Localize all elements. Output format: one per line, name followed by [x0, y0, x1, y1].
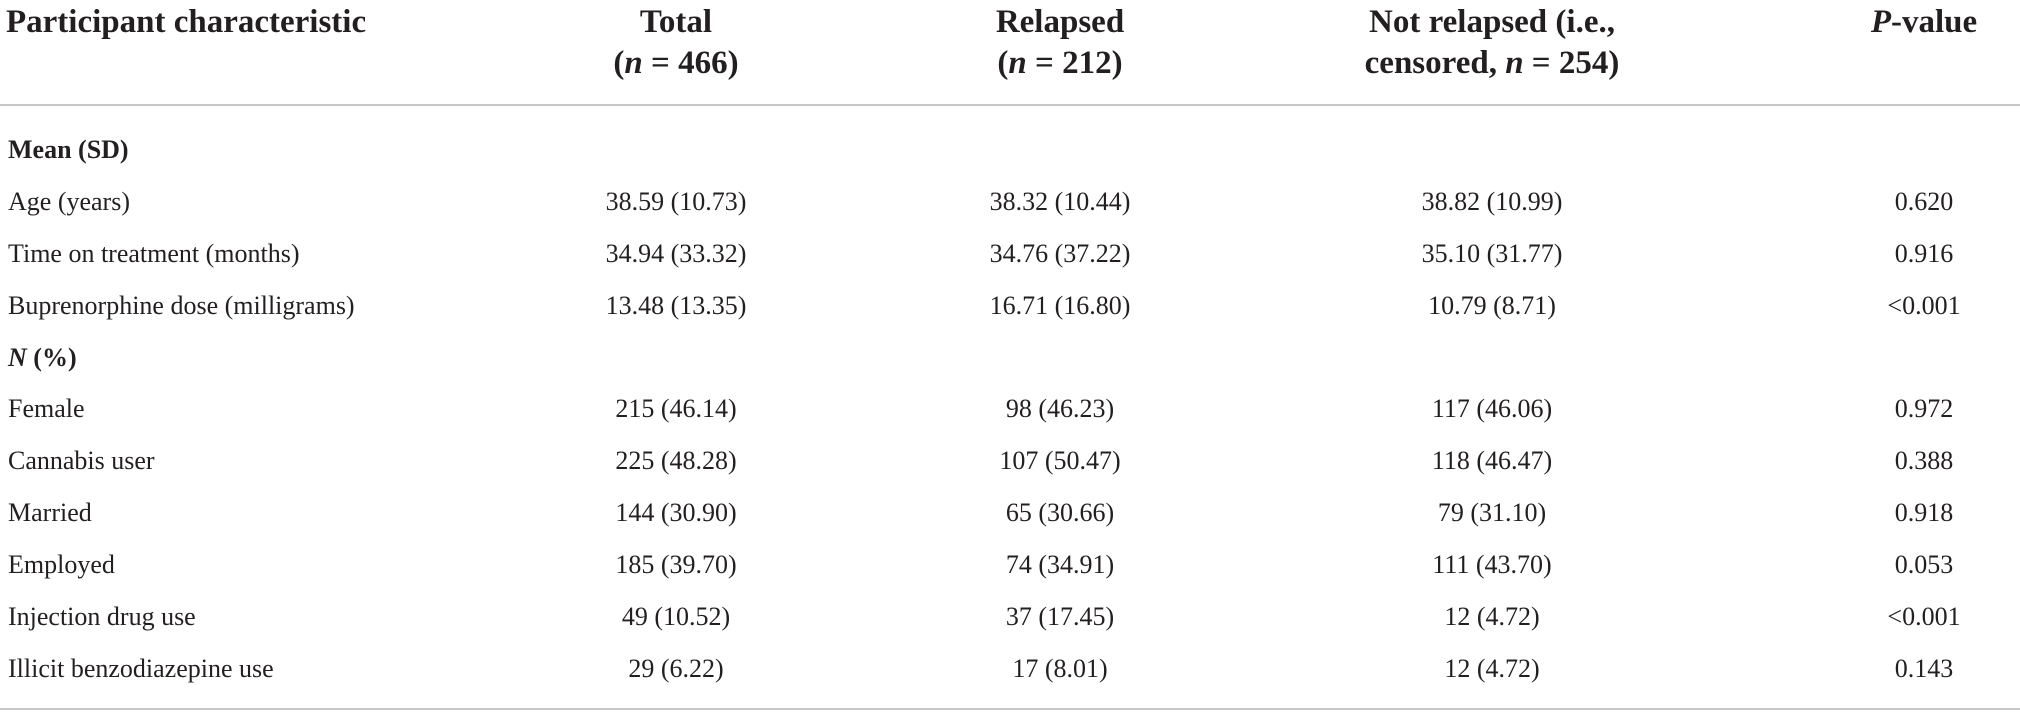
cell-total: 34.94 (33.32)	[605, 238, 747, 268]
table-bottom-rule	[0, 708, 2020, 710]
section-row-mean-sd: Mean (SD)	[0, 124, 2020, 176]
header-not-relapsed-n: censored, n = 254)	[1365, 43, 1620, 84]
section-n-symbol: N	[8, 342, 27, 372]
table-row: Injection drug use 49 (10.52) 37 (17.45) 12…	[0, 591, 2020, 643]
header-p-value-text: P-value	[1871, 2, 1977, 43]
cell-p-value: 0.972	[1894, 394, 1954, 424]
header-participant-characteristic: Participant characteristic	[6, 2, 366, 43]
cell-not-relapsed: 12 (4.72)	[1444, 653, 1540, 683]
header-characteristic-text: Participant characteristic	[6, 4, 367, 40]
table-header-row: Participant characteristic Total (n = 46…	[0, 0, 2020, 106]
row-label: Buprenorphine dose (milligrams)	[8, 290, 355, 320]
cell-not-relapsed: 79 (31.10)	[1437, 498, 1547, 528]
cell-total: 144 (30.90)	[615, 498, 737, 528]
cell-not-relapsed: 35.10 (31.77)	[1421, 238, 1563, 268]
header-total-n: (n = 466)	[613, 45, 739, 81]
cell-relapsed: 74 (34.91)	[1005, 550, 1115, 580]
row-label: Cannabis user	[8, 446, 155, 476]
cell-relapsed: 17 (8.01)	[1012, 653, 1108, 683]
mean-rows-group: Age (years) 38.59 (10.73) 38.32 (10.44) 38.…	[0, 176, 2020, 332]
cell-p-value: <0.001	[1887, 602, 1961, 632]
table-row: Female 215 (46.14) 98 (46.23) 117 (46.06) 0.…	[0, 383, 2020, 435]
cell-relapsed: 37 (17.45)	[1005, 602, 1115, 632]
row-label: Illicit benzodiazepine use	[8, 653, 274, 683]
section-row-n-percent: N (%)	[0, 332, 2020, 384]
row-label: Age (years)	[8, 186, 130, 216]
cell-not-relapsed: 12 (4.72)	[1444, 602, 1540, 632]
cell-total: 185 (39.70)	[615, 550, 737, 580]
cell-total: 215 (46.14)	[615, 394, 737, 424]
table-row: Illicit benzodiazepine use 29 (6.22) 17 (8…	[0, 643, 2020, 695]
header-total-n-value: = 466)	[642, 45, 739, 81]
cell-total: 49 (10.52)	[621, 602, 731, 632]
cell-relapsed: 34.76 (37.22)	[989, 238, 1131, 268]
table-row: Buprenorphine dose (milligrams) 13.48 (13…	[0, 280, 2020, 332]
cell-not-relapsed: 111 (43.70)	[1432, 550, 1552, 580]
table-body: Mean (SD) Age (years) 38.59 (10.73) 38.32 …	[0, 124, 2020, 695]
cell-total: 13.48 (13.35)	[605, 290, 747, 320]
cell-not-relapsed: 117 (46.06)	[1431, 394, 1553, 424]
row-label: Female	[8, 394, 85, 424]
table-row: Time on treatment (months) 34.94 (33.32) 3…	[0, 228, 2020, 280]
cell-p-value: 0.388	[1894, 446, 1954, 476]
header-relapsed-n: (n = 212)	[997, 45, 1123, 81]
cell-relapsed: 65 (30.66)	[1005, 498, 1115, 528]
header-relapsed-n-symbol: n	[1008, 45, 1027, 81]
header-not-relapsed-n-symbol: n	[1505, 45, 1524, 81]
n-rows-group: Female 215 (46.14) 98 (46.23) 117 (46.06) 0.…	[0, 383, 2020, 694]
cell-relapsed: 38.32 (10.44)	[989, 186, 1131, 216]
cell-relapsed: 98 (46.23)	[1005, 394, 1115, 424]
table-row: Age (years) 38.59 (10.73) 38.32 (10.44) 38.…	[0, 176, 2020, 228]
cell-total: 29 (6.22)	[628, 653, 724, 683]
header-total-n-symbol: n	[624, 45, 643, 81]
table-row: Married 144 (30.90) 65 (30.66) 79 (31.10) 0.…	[0, 487, 2020, 539]
cell-p-value: 0.143	[1894, 653, 1954, 683]
cell-p-value: 0.918	[1894, 498, 1954, 528]
header-p-rest: -value	[1891, 4, 1978, 40]
row-label: Time on treatment (months)	[8, 238, 300, 268]
section-label-mean-sd: Mean (SD)	[8, 135, 129, 164]
cell-p-value: 0.916	[1894, 238, 1954, 268]
table-row: Employed 185 (39.70) 74 (34.91) 111 (43.70)…	[0, 539, 2020, 591]
row-label: Injection drug use	[8, 602, 196, 632]
cell-total: 38.59 (10.73)	[605, 186, 747, 216]
section-label-n-percent: N (%)	[8, 332, 77, 384]
section-n-rest: (%)	[26, 342, 77, 372]
cell-total: 225 (48.28)	[615, 446, 737, 476]
header-total: Total (n = 466)	[613, 2, 738, 84]
header-not-relapsed-censored: censored,	[1364, 45, 1506, 81]
cell-not-relapsed: 10.79 (8.71)	[1428, 290, 1556, 320]
cell-not-relapsed: 38.82 (10.99)	[1421, 186, 1563, 216]
row-label: Married	[8, 498, 92, 528]
cell-relapsed: 16.71 (16.80)	[989, 290, 1131, 320]
cell-p-value: 0.620	[1894, 186, 1954, 216]
header-not-relapsed-label: Not relapsed (i.e.,	[1369, 4, 1615, 40]
row-label: Employed	[8, 550, 115, 580]
header-p-value: P-value	[1871, 2, 1977, 43]
header-relapsed: Relapsed (n = 212)	[996, 2, 1124, 84]
header-not-relapsed: Not relapsed (i.e., censored, n = 254)	[1365, 2, 1620, 84]
header-relapsed-label: Relapsed	[995, 4, 1125, 40]
cell-relapsed: 107 (50.47)	[999, 446, 1121, 476]
header-relapsed-n-value: = 212)	[1026, 45, 1123, 81]
header-total-label: Total	[639, 4, 713, 40]
cell-not-relapsed: 118 (46.47)	[1431, 446, 1553, 476]
cell-p-value: <0.001	[1887, 290, 1961, 320]
cell-p-value: 0.053	[1894, 550, 1954, 580]
header-p-symbol: P	[1870, 4, 1891, 40]
header-not-relapsed-n-value: = 254)	[1523, 45, 1620, 81]
table-row: Cannabis user 225 (48.28) 107 (50.47) 118 (…	[0, 435, 2020, 487]
